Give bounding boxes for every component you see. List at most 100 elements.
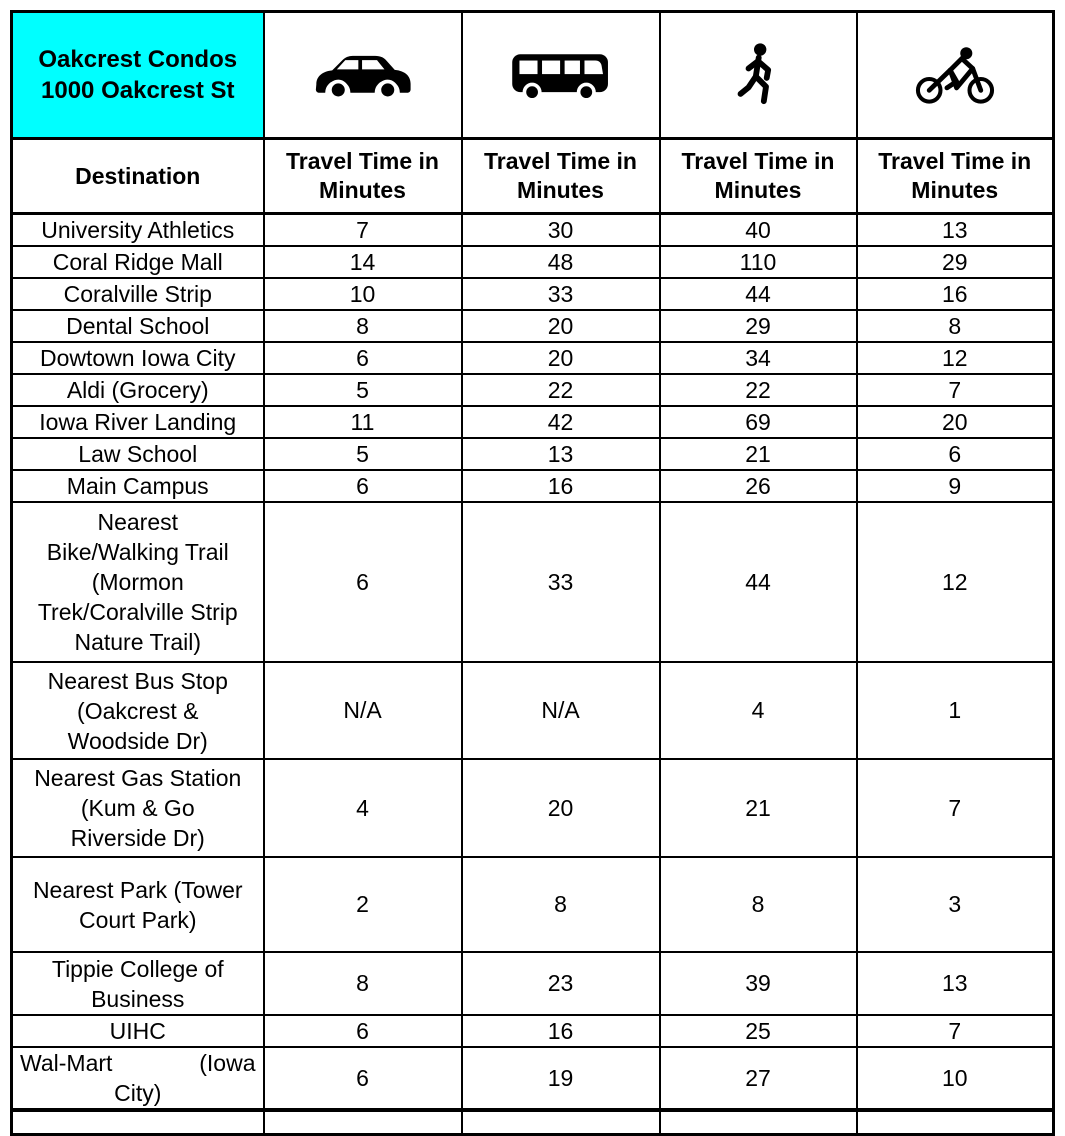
walking-column-header — [658, 10, 858, 140]
bus-column-header — [460, 10, 661, 140]
table-row: Coral Ridge Mall 14 48 110 29 — [10, 245, 1055, 279]
time-cell: 7 — [855, 758, 1055, 858]
destination-cell: Aldi (Grocery) — [10, 373, 265, 407]
time-cell: 10 — [262, 277, 463, 311]
destination-cell: Nearest Bus Stop (Oakcrest & Woodside Dr… — [10, 661, 265, 760]
table-row: Wal-Mart (Iowa City) 6 19 27 10 — [10, 1046, 1055, 1112]
time-cell: N/A — [460, 661, 661, 760]
column-header-row: Destination Travel Time in Minutes Trave… — [10, 137, 1055, 215]
property-title-cell: Oakcrest Condos 1000 Oakcrest St — [10, 10, 265, 140]
biking-time-header: Travel Time in Minutes — [855, 137, 1055, 215]
time-cell: 30 — [460, 212, 661, 247]
time-cell: 14 — [262, 245, 463, 279]
time-cell: 8 — [262, 309, 463, 343]
destination-cell: Nearest Park (Tower Court Park) — [10, 856, 265, 953]
time-cell: 22 — [460, 373, 661, 407]
empty-cell — [460, 1109, 661, 1135]
time-cell: 9 — [855, 469, 1055, 503]
time-cell: 8 — [855, 309, 1055, 343]
time-cell: 6 — [262, 501, 463, 663]
table-row: Nearest Bus Stop (Oakcrest & Woodside Dr… — [10, 661, 1055, 760]
time-cell: 22 — [658, 373, 858, 407]
time-cell: 5 — [262, 437, 463, 471]
time-cell: 44 — [658, 277, 858, 311]
time-cell: 6 — [262, 1014, 463, 1048]
time-cell: 110 — [658, 245, 858, 279]
icon-header-row: Oakcrest Condos 1000 Oakcrest St — [10, 10, 1055, 140]
table-row: Dowtown Iowa City 6 20 34 12 — [10, 341, 1055, 375]
biking-column-header — [855, 10, 1055, 140]
table-row: Main Campus 6 16 26 9 — [10, 469, 1055, 503]
pedestrian-icon — [664, 43, 853, 107]
time-cell: 25 — [658, 1014, 858, 1048]
time-cell: 6 — [855, 437, 1055, 471]
time-cell: 8 — [460, 856, 661, 953]
empty-cell — [262, 1109, 463, 1135]
destination-cell: Main Campus — [10, 469, 265, 503]
destination-cell: Wal-Mart (Iowa City) — [10, 1046, 265, 1112]
time-cell: 34 — [658, 341, 858, 375]
time-cell: 40 — [658, 212, 858, 247]
time-cell: 7 — [262, 212, 463, 247]
time-cell: 29 — [855, 245, 1055, 279]
time-cell: 2 — [262, 856, 463, 953]
empty-cell — [855, 1109, 1055, 1135]
destination-cell: Dental School — [10, 309, 265, 343]
time-cell: 21 — [658, 758, 858, 858]
time-cell: 8 — [658, 856, 858, 953]
table-row: Iowa River Landing 11 42 69 20 — [10, 405, 1055, 439]
time-cell: 48 — [460, 245, 661, 279]
time-cell: 19 — [460, 1046, 661, 1112]
time-cell: 20 — [460, 341, 661, 375]
time-cell: 16 — [460, 469, 661, 503]
time-cell: N/A — [262, 661, 463, 760]
time-cell: 20 — [460, 758, 661, 858]
car-icon — [268, 47, 458, 103]
time-cell: 44 — [658, 501, 858, 663]
time-cell: 20 — [855, 405, 1055, 439]
time-cell: 6 — [262, 469, 463, 503]
time-cell: 1 — [855, 661, 1055, 760]
table-row: Law School 5 13 21 6 — [10, 437, 1055, 471]
car-column-header — [262, 10, 463, 140]
time-cell: 8 — [262, 951, 463, 1016]
table-row: Nearest Gas Station (Kum & Go Riverside … — [10, 758, 1055, 858]
time-cell: 13 — [855, 951, 1055, 1016]
table-row: Aldi (Grocery) 5 22 22 7 — [10, 373, 1055, 407]
destination-header: Destination — [10, 137, 265, 215]
destination-cell: UIHC — [10, 1014, 265, 1048]
table-row: Nearest Bike/Walking Trail (Mormon Trek/… — [10, 501, 1055, 663]
destination-cell: Nearest Gas Station (Kum & Go Riverside … — [10, 758, 265, 858]
table-row: Tippie College of Business 8 23 39 13 — [10, 951, 1055, 1016]
destination-cell: Coral Ridge Mall — [10, 245, 265, 279]
time-cell: 3 — [855, 856, 1055, 953]
table-row: University Athletics 7 30 40 13 — [10, 212, 1055, 247]
partial-next-row — [10, 1109, 1055, 1135]
time-cell: 33 — [460, 501, 661, 663]
car-time-header: Travel Time in Minutes — [262, 137, 463, 215]
empty-cell — [658, 1109, 858, 1135]
time-cell: 10 — [855, 1046, 1055, 1112]
time-cell: 7 — [855, 1014, 1055, 1048]
table-row: Coralville Strip 10 33 44 16 — [10, 277, 1055, 311]
time-cell: 12 — [855, 341, 1055, 375]
destination-cell: Tippie College of Business — [10, 951, 265, 1016]
table-row: UIHC 6 16 25 7 — [10, 1014, 1055, 1048]
bus-time-header: Travel Time in Minutes — [460, 137, 661, 215]
destination-cell: Law School — [10, 437, 265, 471]
empty-cell — [10, 1109, 265, 1135]
walking-time-header: Travel Time in Minutes — [658, 137, 858, 215]
table-row: Nearest Park (Tower Court Park) 2 8 8 3 — [10, 856, 1055, 953]
destination-cell: Iowa River Landing — [10, 405, 265, 439]
time-cell: 23 — [460, 951, 661, 1016]
time-cell: 16 — [855, 277, 1055, 311]
time-cell: 27 — [658, 1046, 858, 1112]
destination-cell: Coralville Strip — [10, 277, 265, 311]
time-cell: 11 — [262, 405, 463, 439]
time-cell: 69 — [658, 405, 858, 439]
time-cell: 26 — [658, 469, 858, 503]
time-cell: 6 — [262, 341, 463, 375]
travel-time-table: Oakcrest Condos 1000 Oakcrest St — [10, 10, 1055, 1136]
destination-cell: University Athletics — [10, 212, 265, 247]
